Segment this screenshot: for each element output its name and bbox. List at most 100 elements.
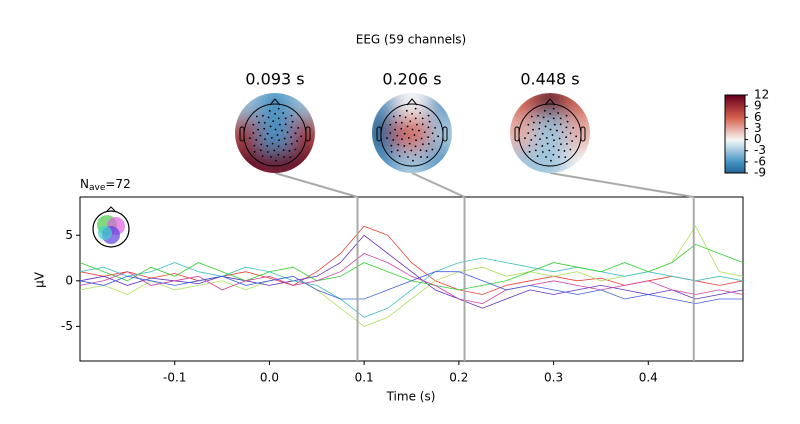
sensor [277, 145, 280, 148]
colorbar-step [725, 150, 745, 152]
sensor [544, 125, 547, 128]
sensor [431, 132, 434, 135]
colorbar-step [725, 169, 745, 171]
sensor [534, 149, 537, 152]
sensor-legend [92, 206, 130, 248]
topomap-cell [428, 149, 452, 173]
colorbar-step [725, 162, 745, 164]
colorbar-step [725, 170, 745, 172]
sensor [284, 123, 287, 126]
sensor [410, 149, 413, 152]
sensor [397, 143, 400, 146]
sensor [549, 112, 552, 115]
colorbar-step [725, 132, 745, 134]
colorbar-step [725, 105, 745, 107]
colorbar-step [725, 161, 745, 163]
sensor [558, 156, 560, 158]
sensor [285, 143, 287, 146]
sensor [428, 142, 430, 145]
colorbar-tick-label: 6 [754, 110, 762, 124]
sensor [255, 139, 258, 141]
sensor [272, 120, 275, 123]
sensor [428, 120, 431, 123]
topomap-cell [372, 149, 397, 173]
sensor [566, 120, 569, 123]
sensor [401, 138, 403, 141]
topomap-title: 0.093 s [245, 70, 304, 89]
sensor [426, 156, 429, 159]
sensor [427, 114, 430, 117]
sensor [262, 114, 264, 117]
colorbar-step [725, 157, 745, 159]
sensor [412, 159, 414, 162]
ear [442, 126, 448, 142]
sensor [537, 114, 539, 117]
sensor [552, 117, 555, 120]
annotation: Nave=72 [80, 177, 131, 193]
colorbar-step [725, 130, 745, 132]
sensor [409, 120, 412, 123]
sensor [261, 155, 264, 158]
topomap-cell [395, 116, 430, 151]
sensor [260, 143, 263, 146]
colorbar-frame [724, 94, 746, 174]
sensor [281, 129, 283, 132]
x-tick-label: 0.2 [449, 371, 468, 385]
sensor [263, 121, 266, 124]
sensor [530, 139, 533, 141]
sensor [414, 145, 417, 148]
topomap-cell [533, 149, 568, 173]
colorbar-step [725, 153, 745, 155]
colorbar-step [725, 109, 745, 111]
sensor [289, 156, 292, 159]
sensor [389, 132, 392, 134]
sensor [277, 153, 280, 156]
sensor [566, 142, 568, 145]
colorbar-step [725, 114, 745, 116]
x-tick-label: 0.0 [260, 371, 279, 385]
y-tick-label: 5 [65, 228, 73, 242]
sensor [541, 145, 544, 147]
sensor [559, 123, 562, 126]
x-tick-label: 0.1 [355, 371, 374, 385]
colorbar-step [725, 158, 745, 160]
sensor [286, 131, 289, 134]
sensor [278, 139, 280, 142]
x-tick-label: -0.1 [163, 371, 186, 385]
colorbar-step [725, 138, 745, 140]
colorbar-step [725, 97, 745, 99]
colorbar-step [725, 151, 745, 153]
sensor [415, 123, 418, 126]
trace [79, 253, 744, 305]
sensor [532, 128, 534, 131]
sensor [543, 109, 546, 112]
sensor [551, 134, 554, 136]
sensor [565, 114, 568, 117]
sensor [275, 159, 277, 162]
colorbar-step [725, 112, 745, 114]
sensor [394, 128, 396, 131]
x-tick-label: 0.4 [639, 371, 658, 385]
legend-head [92, 210, 130, 248]
sensor [266, 132, 269, 135]
sensor [421, 123, 424, 126]
colorbar-step [725, 123, 745, 125]
sensor [294, 132, 297, 135]
colorbar-step [725, 98, 745, 100]
sensor [575, 135, 578, 138]
sensor [390, 150, 393, 153]
colorbar-step [725, 113, 745, 115]
colorbar-step [725, 168, 745, 170]
sensor [259, 149, 262, 152]
sensor [270, 137, 273, 139]
colorbar-step [725, 165, 745, 167]
sensor [266, 151, 269, 153]
colorbar-step [725, 136, 745, 138]
colorbar-step [725, 155, 745, 157]
colorbar-step [725, 116, 745, 118]
colorbar-step [725, 117, 745, 119]
sensor [564, 156, 567, 159]
y-axis-label: µV [33, 271, 47, 288]
sensor [392, 115, 395, 118]
trace [79, 234, 744, 309]
